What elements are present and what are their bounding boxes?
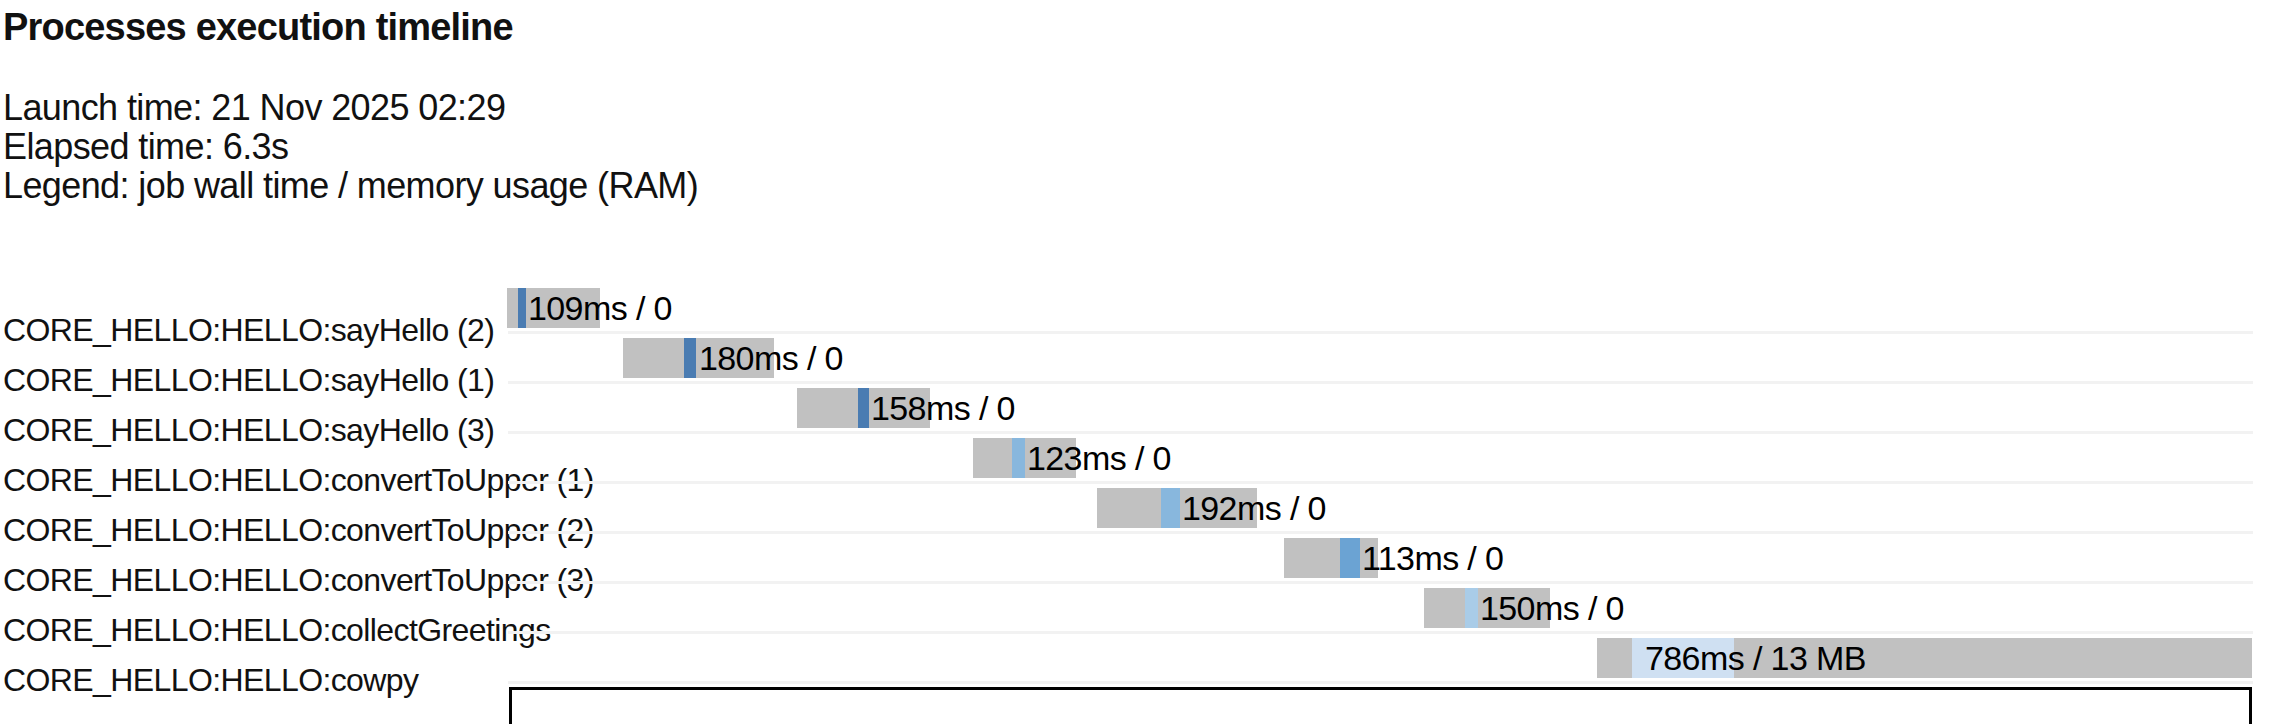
task-run-segment — [1340, 538, 1360, 578]
task-name-label: CORE_HELLO:HELLO:collectGreetings — [3, 612, 551, 649]
task-name-label: CORE_HELLO:HELLO:convertToUpper (2) — [3, 512, 594, 549]
task-bar-label: 150ms / 0 — [1480, 588, 1624, 628]
task-run-segment — [1161, 488, 1180, 528]
row-separator — [508, 681, 2253, 684]
task-bar-label: 109ms / 0 — [528, 288, 672, 328]
task-name-label: CORE_HELLO:HELLO:sayHello (1) — [3, 362, 494, 399]
row-separator — [508, 381, 2253, 384]
row-separator — [508, 331, 2253, 334]
task-run-segment — [858, 388, 869, 428]
task-run-segment — [684, 338, 696, 378]
task-bar-label: 113ms / 0 — [1362, 538, 1503, 578]
timeline-report-page: Processes execution timeline Launch time… — [0, 0, 2284, 724]
row-separator — [508, 631, 2253, 634]
task-bar-label: 158ms / 0 — [871, 388, 1015, 428]
task-bar-label: 123ms / 0 — [1027, 438, 1171, 478]
task-run-segment — [1012, 438, 1025, 478]
task-name-label: CORE_HELLO:HELLO:convertToUpper (1) — [3, 462, 594, 499]
task-run-segment — [1465, 588, 1478, 628]
timeline-chart: CORE_HELLO:HELLO:sayHello (2) 109ms / 0 CO… — [0, 0, 2284, 724]
task-bar-label: 180ms / 0 — [699, 338, 843, 378]
task-bar-label: 786ms / 13 MB — [1645, 638, 1866, 678]
task-name-label: CORE_HELLO:HELLO:sayHello (2) — [3, 312, 494, 349]
task-run-segment — [518, 288, 526, 328]
row-separator — [508, 481, 2253, 484]
next-section-cutoff-box — [509, 687, 2252, 724]
task-name-label: CORE_HELLO:HELLO:sayHello (3) — [3, 412, 494, 449]
row-separator — [508, 531, 2253, 534]
row-separator — [508, 581, 2253, 584]
task-bar-label: 192ms / 0 — [1182, 488, 1326, 528]
task-name-label: CORE_HELLO:HELLO:cowpy — [3, 662, 418, 699]
task-name-label: CORE_HELLO:HELLO:convertToUpper (3) — [3, 562, 594, 599]
row-separator — [508, 431, 2253, 434]
